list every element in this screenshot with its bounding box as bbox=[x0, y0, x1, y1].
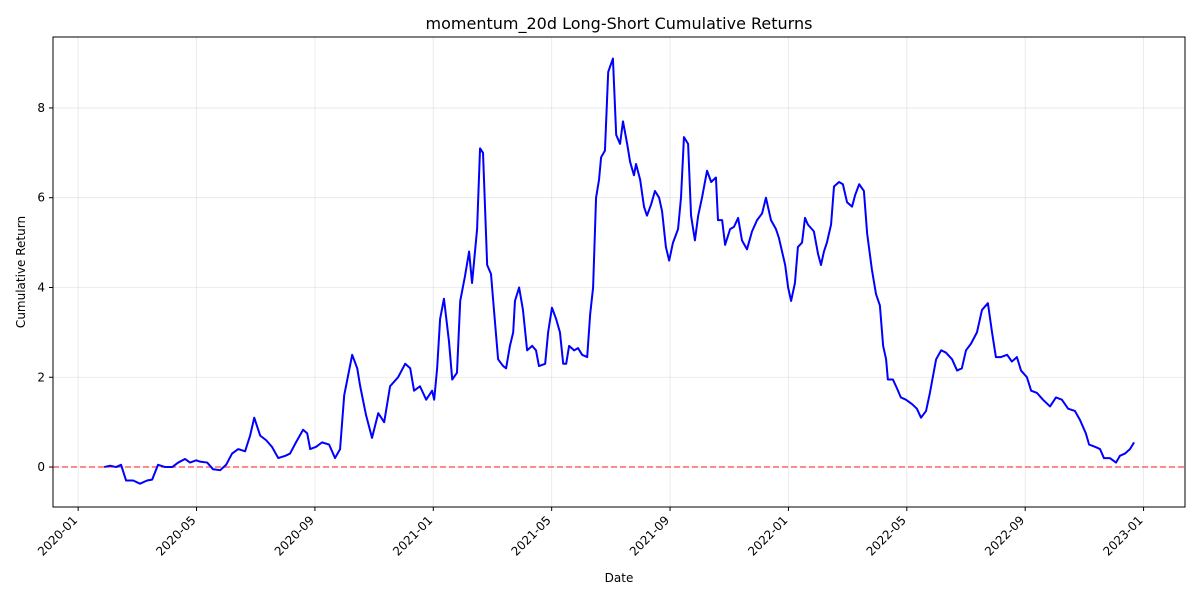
y-tick-label: 6 bbox=[37, 191, 45, 205]
y-tick-label: 0 bbox=[37, 460, 45, 474]
y-tick-label: 2 bbox=[37, 370, 45, 384]
chart-title: momentum_20d Long-Short Cumulative Retur… bbox=[426, 14, 813, 34]
y-tick-label: 4 bbox=[37, 280, 45, 294]
y-axis-label: Cumulative Return bbox=[14, 216, 28, 328]
plot-frame bbox=[52, 36, 1186, 508]
y-tick-label: 8 bbox=[37, 101, 45, 115]
data-line bbox=[103, 57, 1135, 485]
x-axis-label: Date bbox=[605, 571, 634, 585]
